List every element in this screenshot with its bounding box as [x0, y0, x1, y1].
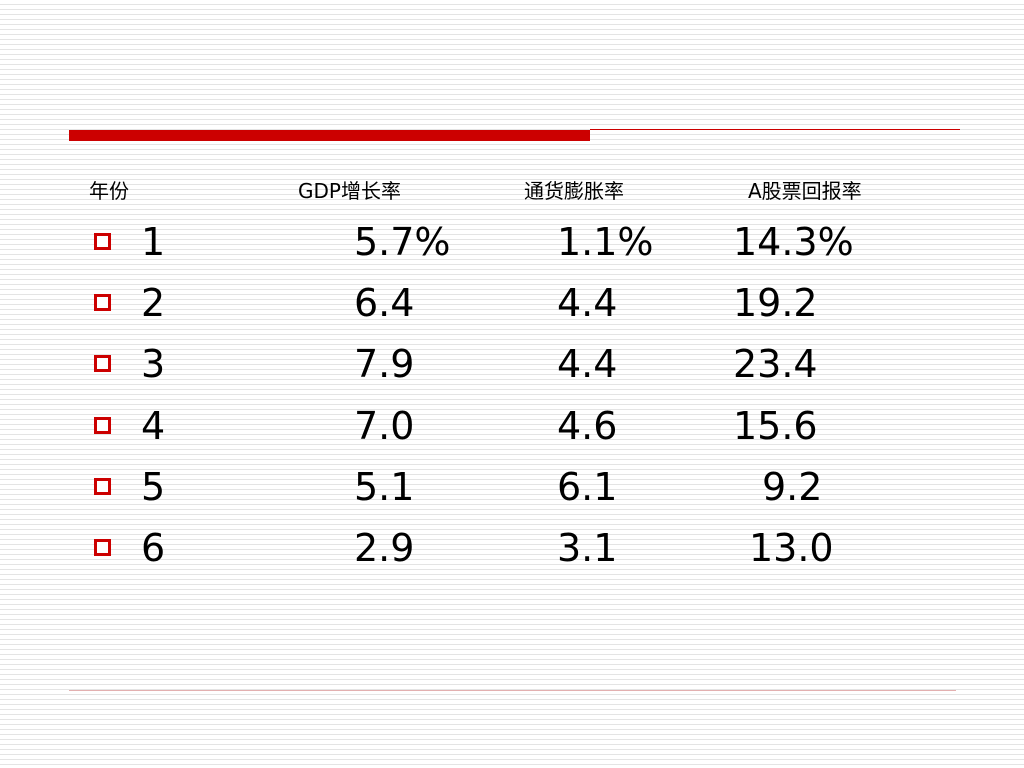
cell-stock-return: 13.0: [749, 526, 834, 570]
cell-inflation: 6.1: [557, 465, 618, 509]
table-row: 1 5.7% 1.1% 14.3%: [0, 217, 1024, 267]
cell-year: 4: [141, 404, 166, 448]
cell-gdp-growth: 7.0: [354, 404, 415, 448]
table-row: 6 2.9 3.1 13.0: [0, 523, 1024, 573]
cell-year: 2: [141, 281, 166, 325]
square-bullet-icon: [94, 355, 111, 372]
cell-gdp-growth: 2.9: [354, 526, 415, 570]
square-bullet-icon: [94, 417, 111, 434]
cell-gdp-growth: 6.4: [354, 281, 415, 325]
cell-year: 1: [141, 220, 166, 264]
cell-inflation: 3.1: [557, 526, 618, 570]
cell-gdp-growth: 7.9: [354, 342, 415, 386]
footer-rule: [69, 690, 956, 691]
table-header-row: 年份 GDP增长率 通货膨胀率 A股票回报率: [0, 176, 1024, 206]
square-bullet-icon: [94, 233, 111, 250]
cell-stock-return: 23.4: [733, 342, 818, 386]
cell-stock-return: 19.2: [733, 281, 818, 325]
table-row: 3 7.9 4.4 23.4: [0, 339, 1024, 389]
cell-stock-return: 14.3%: [733, 220, 854, 264]
square-bullet-icon: [94, 478, 111, 495]
cell-gdp-growth: 5.7%: [354, 220, 451, 264]
cell-year: 5: [141, 465, 166, 509]
table-row: 2 6.4 4.4 19.2: [0, 278, 1024, 328]
cell-inflation: 1.1%: [557, 220, 654, 264]
table-row: 4 7.0 4.6 15.6: [0, 401, 1024, 451]
cell-year: 3: [141, 342, 166, 386]
cell-stock-return: 15.6: [733, 404, 818, 448]
table-row: 5 5.1 6.1 9.2: [0, 462, 1024, 512]
header-inflation: 通货膨胀率: [524, 179, 624, 203]
title-rule-thick: [69, 130, 590, 141]
cell-inflation: 4.4: [557, 342, 618, 386]
cell-stock-return: 9.2: [762, 465, 823, 509]
cell-year: 6: [141, 526, 166, 570]
square-bullet-icon: [94, 539, 111, 556]
header-gdp-growth: GDP增长率: [298, 179, 401, 203]
cell-inflation: 4.6: [557, 404, 618, 448]
cell-gdp-growth: 5.1: [354, 465, 415, 509]
header-stock-return: A股票回报率: [748, 179, 862, 203]
title-rule-thin: [590, 129, 960, 130]
header-year: 年份: [89, 179, 129, 203]
cell-inflation: 4.4: [557, 281, 618, 325]
square-bullet-icon: [94, 294, 111, 311]
